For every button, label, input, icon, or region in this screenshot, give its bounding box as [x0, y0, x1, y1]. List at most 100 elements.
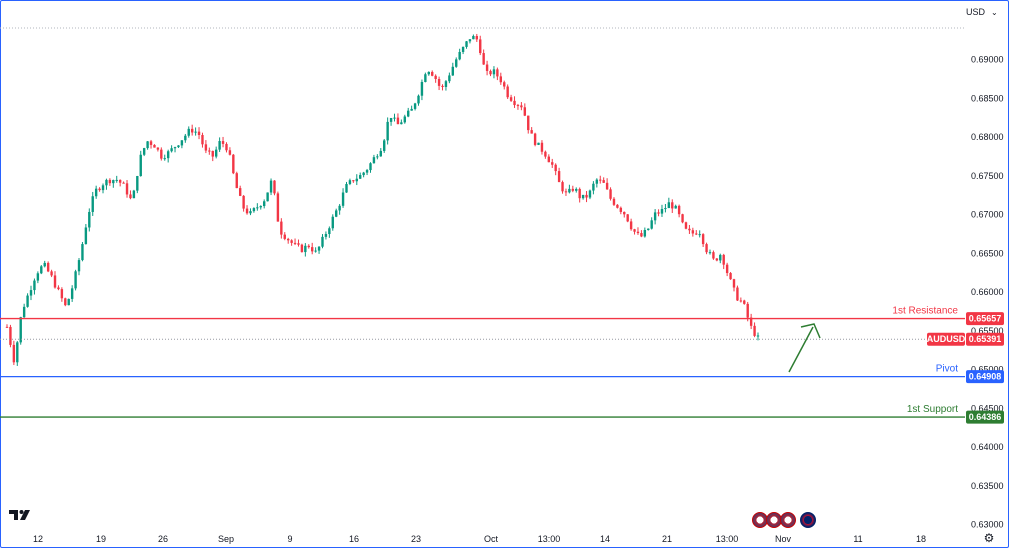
candle-body [599, 179, 602, 181]
candle-body [588, 190, 592, 198]
level-price-value: 0.64908 [969, 372, 1002, 382]
candle-body [595, 179, 599, 184]
candle-body [739, 300, 743, 302]
us-flag-icon[interactable] [780, 512, 796, 528]
australia-flag-icon[interactable] [800, 512, 816, 528]
candle-body [60, 289, 64, 299]
candle-body [36, 273, 40, 281]
price-axis[interactable]: 0.69000 0.68500 0.68000 0.67500 0.67000 0.665… [971, 55, 1004, 530]
candle-body [338, 205, 341, 211]
candle-body [324, 234, 328, 237]
candle-body [238, 188, 242, 196]
time-axis[interactable]: 12 19 26 Sep 9 16 23 Oct 13:00 14 21 13:00 Nov 11 18 [33, 534, 926, 544]
candle-body [605, 182, 609, 190]
candle-body [146, 141, 149, 149]
candle-body [705, 244, 708, 253]
candle-body [551, 162, 554, 165]
candle-body [57, 287, 60, 290]
price-tick-label: 0.67500 [971, 171, 1004, 181]
candle-body [756, 335, 760, 337]
candle-body [50, 271, 53, 276]
candle-body [122, 182, 125, 184]
level-price-value: 0.64386 [969, 412, 1002, 422]
candle-body [304, 245, 307, 253]
level-price-value: 0.65657 [969, 314, 1002, 324]
candle-body [472, 36, 475, 40]
candle-body [701, 234, 705, 245]
candle-body [533, 133, 537, 145]
candle-body [273, 180, 276, 194]
candle-body [420, 81, 424, 96]
candle-body [400, 122, 403, 125]
candle-body [177, 145, 180, 148]
candle-body [132, 190, 136, 199]
candle-body [307, 245, 310, 248]
candle-body [245, 208, 249, 214]
candle-body [746, 303, 749, 318]
time-tick-label: 12 [33, 534, 43, 544]
candle-body [300, 244, 304, 253]
candle-body [40, 266, 43, 274]
candle-body [84, 227, 88, 245]
candle-body [544, 151, 547, 157]
candle-body [256, 207, 259, 209]
price-tick-label: 0.69000 [971, 55, 1004, 65]
candle-body [115, 179, 118, 181]
candle-body [160, 149, 163, 159]
candle-body [698, 234, 701, 236]
candle-body [91, 196, 94, 212]
candle-body [280, 221, 283, 235]
candle-body [431, 71, 434, 76]
time-tick-label: 23 [411, 534, 421, 544]
candle-body [636, 231, 640, 234]
candle-body [142, 148, 146, 155]
time-tick-label: 16 [349, 534, 359, 544]
candle-body [118, 179, 122, 183]
currency-selector[interactable]: USD ⌄ [966, 4, 1006, 20]
candle-body [407, 110, 410, 117]
candle-body [657, 212, 660, 214]
currency-label: USD [966, 7, 986, 17]
candle-body [691, 230, 695, 234]
candle-body [557, 171, 561, 183]
candle-body [70, 288, 74, 299]
time-tick-label: Oct [484, 534, 499, 544]
arrow-annotation[interactable] [788, 323, 821, 373]
arrow-shaft[interactable] [788, 326, 814, 373]
candle-body [581, 194, 585, 199]
time-tick-label: 9 [287, 534, 292, 544]
candle-body [396, 117, 400, 125]
candle-body [43, 262, 46, 267]
candle-body [575, 188, 578, 191]
current-price-tag [966, 332, 1004, 346]
candle-body [262, 201, 266, 207]
candle-body [335, 210, 338, 217]
candle-body [633, 229, 636, 232]
price-tick-label: 0.64000 [971, 442, 1004, 452]
time-tick-label: 19 [96, 534, 106, 544]
candle-body [612, 198, 616, 205]
candle-body [715, 258, 719, 261]
candle-body [311, 247, 314, 252]
candle-body [163, 158, 166, 160]
candle-body [208, 150, 211, 152]
tradingview-logo-icon [9, 510, 30, 520]
candle-body [352, 180, 355, 182]
time-tick-label: Nov [775, 534, 792, 544]
price-tick-label: 0.65000 [971, 365, 1004, 375]
horizontal-levels[interactable]: 1st Resistance Pivot 1st Support [0, 306, 965, 418]
price-tick-label: 0.64500 [971, 403, 1004, 413]
level-price-tag [966, 410, 1004, 424]
gear-icon[interactable]: ⚙ [983, 531, 995, 545]
candle-body [592, 183, 595, 191]
candle-body [410, 108, 413, 111]
candle-body [684, 222, 688, 229]
candle-body [455, 59, 458, 67]
candle-body [269, 180, 273, 193]
candle-body [527, 115, 530, 131]
time-tick-label: 18 [916, 534, 926, 544]
candle-body [293, 242, 297, 244]
candle-body [671, 202, 674, 209]
candle-body [5, 326, 9, 328]
